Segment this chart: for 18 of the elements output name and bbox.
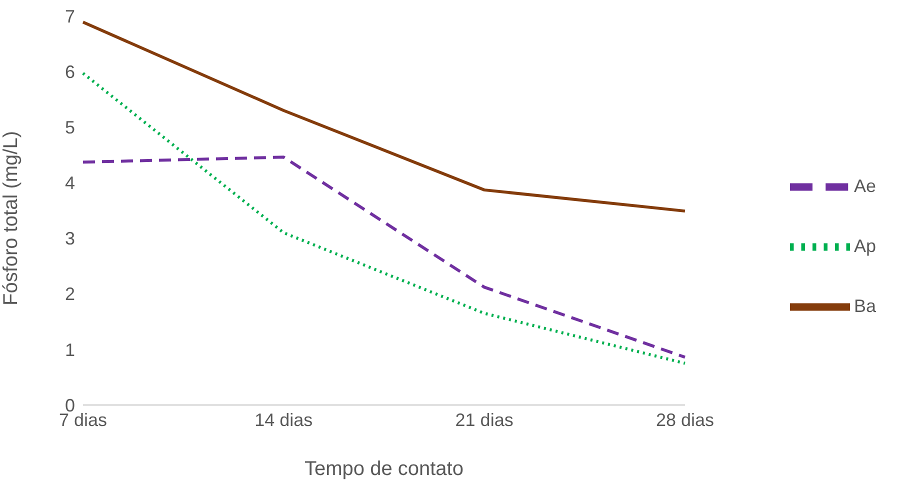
y-tick-label: 4 [64, 173, 75, 194]
y-tick-label: 2 [64, 284, 75, 304]
y-tick-label: 6 [64, 62, 75, 82]
legend-label: Ap [854, 235, 876, 256]
y-axis-title: Fósforo total (mg/L) [0, 130, 22, 306]
x-tick-label: 14 dias [254, 410, 313, 430]
y-tick-label: 7 [64, 6, 75, 26]
line-series [82, 156, 686, 359]
legend-label: Ae [854, 175, 876, 196]
legend-label: Ba [854, 295, 876, 316]
y-tick-label: 5 [64, 118, 75, 138]
x-axis-title: Tempo de contato [304, 458, 464, 480]
x-tick-label: 28 dias [656, 410, 714, 430]
y-tick-label: 1 [64, 340, 75, 360]
line-series [82, 20, 686, 213]
line-series [82, 72, 686, 365]
x-tick-label: 21 dias [455, 410, 514, 430]
y-tick-label: 3 [64, 228, 75, 249]
